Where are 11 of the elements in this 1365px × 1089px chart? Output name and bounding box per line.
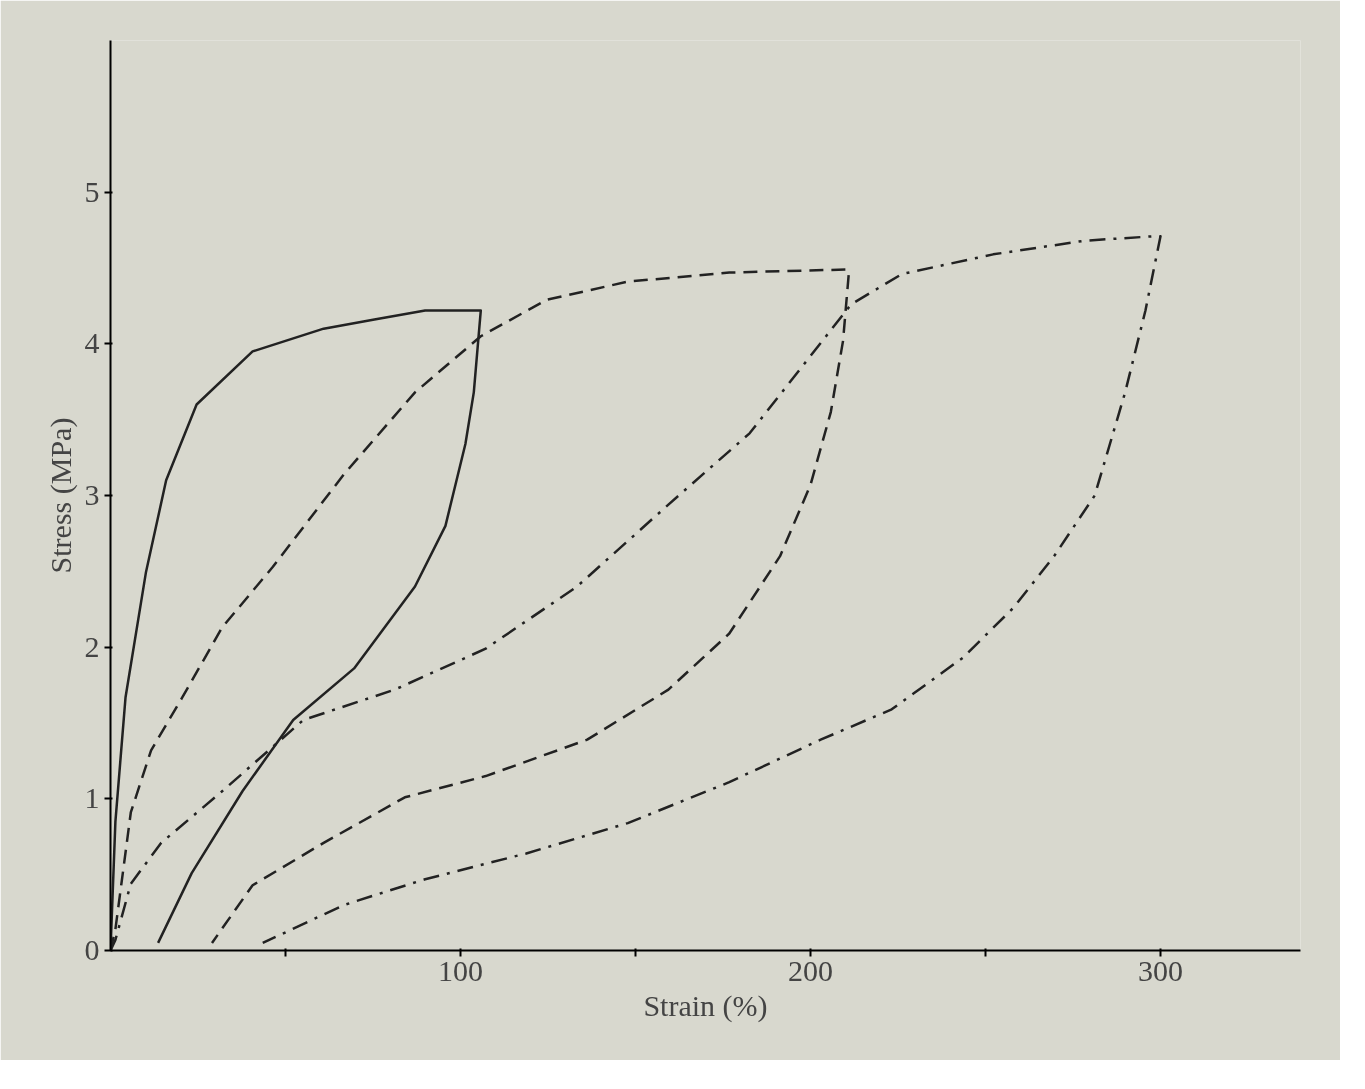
y-tick-label: 0	[84, 933, 100, 966]
y-tick-label: 2	[84, 629, 100, 663]
x-tick-label: 100	[438, 953, 483, 987]
y-axis-title: Stress (MPa)	[43, 417, 78, 574]
y-tick-label: 3	[84, 478, 100, 511]
x-tick-label: 300	[1138, 953, 1183, 987]
y-tick-label: 4	[84, 326, 100, 360]
x-tick-label: 200	[788, 953, 833, 987]
y-tick-label: 5	[84, 174, 100, 208]
x-axis-title: Strain (%)	[643, 988, 768, 1023]
y-tick-label: 1	[84, 781, 100, 815]
